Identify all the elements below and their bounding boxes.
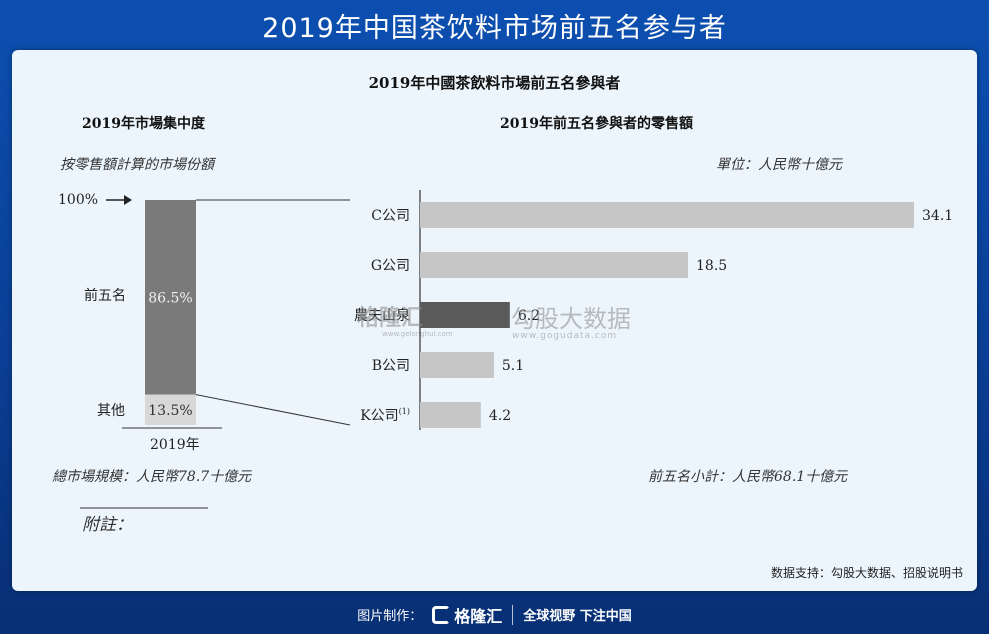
value-label-4: 4.2 [489, 408, 511, 424]
right-chart-title: 2019年前五名參與者的零售額 [500, 116, 693, 132]
logo-icon [432, 605, 451, 624]
bar-4 [420, 402, 481, 428]
watermark-brand1-url: www.gelonghui.com [382, 330, 453, 338]
connector-bottom [195, 394, 351, 426]
source-note: 数据支持：勾股大数据、招股说明书 [770, 566, 963, 580]
footer-bar: 图片制作： 格隆汇 全球视野 下注中国 [0, 595, 989, 634]
stacked-bar-label-0: 86.5% [148, 290, 192, 306]
value-label-2: 6.2 [518, 308, 540, 324]
subtotal-label: 前五名小計：人民幣68.1十億元 [648, 469, 848, 485]
stacked-bar-segment-1 [145, 394, 196, 425]
figure-title: 2019年中國茶飲料市場前五名參與者 [368, 74, 621, 92]
watermark-brand2-url: www.gogudata.com [512, 331, 618, 341]
bar-1 [420, 252, 689, 278]
top5-label: 前五名 [84, 288, 126, 304]
value-label-3: 5.1 [502, 358, 524, 374]
horizontal-bar-chart: C公司 34.1 G公司 18.5 農夫山泉 6.2 B公司 5.1 K公司(1) 4.2 [354, 190, 953, 430]
category-label-0: C公司 [371, 208, 410, 224]
category-superscript-4: (1) [399, 407, 410, 416]
page-title: 2019年中国茶饮料市场前五名参与者 [262, 13, 727, 44]
footer-logo: 格隆汇 [432, 603, 502, 627]
footer-divider [512, 604, 514, 625]
others-label: 其他 [97, 403, 125, 419]
category-label-1: G公司 [371, 258, 410, 274]
chart-svg: 86.5% 13.5% C公司 34.1 G公司 18.5 農夫山泉 6.2 B公司 5.1 K公… [80, 190, 953, 509]
stacked-bar-chart: 86.5% 13.5% [80, 195, 222, 509]
value-label-1: 18.5 [696, 258, 727, 274]
made-by-label: 图片制作： [357, 609, 423, 624]
category-label-3: B公司 [372, 358, 410, 374]
watermark-brand2: 勾股大数据 [511, 305, 631, 333]
watermark-brand1: 格隆汇 [357, 306, 424, 331]
footer-logo-text: 格隆汇 [454, 606, 503, 626]
arrow-label: 100% [58, 192, 99, 208]
bar-2 [420, 302, 510, 328]
bar-3 [420, 352, 494, 378]
footer-slogan: 全球视野 下注中国 [523, 609, 632, 624]
stacked-bar-segment-0 [145, 200, 196, 395]
value-label-0: 34.1 [922, 208, 953, 224]
category-label-4: K公司(1) [360, 407, 410, 424]
left-chart-title: 2019年市場集中度 [82, 116, 205, 132]
arrow-head-icon [124, 195, 132, 205]
category-label-2: 農夫山泉 [354, 307, 410, 324]
note-label: 附註： [82, 515, 133, 535]
unit-label: 單位：人民幣十億元 [716, 157, 842, 173]
bar-0 [420, 202, 914, 228]
year-label: 2019年 [150, 437, 200, 453]
market-size-label: 總市場規模：人民幣78.7十億元 [52, 469, 252, 485]
chart-card: 2019年中國茶飲料市場前五名參與者 2019年市場集中度 2019年前五名參與… [12, 50, 977, 591]
left-chart-subtitle: 按零售額計算的市場份額 [60, 157, 214, 173]
connector-lines [195, 199, 351, 426]
stacked-bar-label-1: 13.5% [148, 403, 192, 419]
